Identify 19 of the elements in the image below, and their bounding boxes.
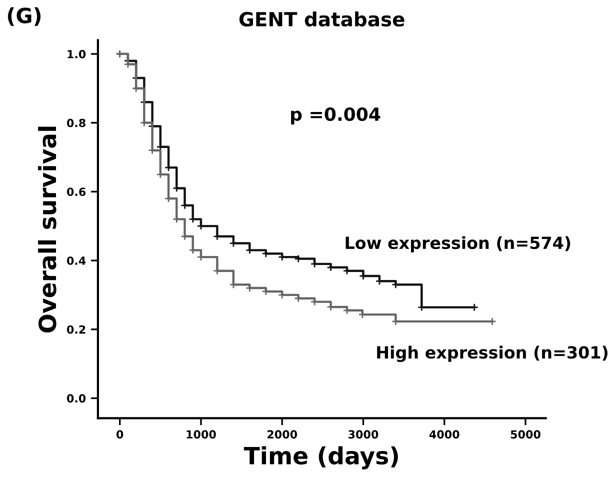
x-axis-title: Time (days) [244,446,398,470]
x-tick-label: 2000 [268,430,298,439]
y-axis-title: Overall survival [38,126,56,332]
annotation: p =0.004 [291,107,380,125]
series-label: Low expression (n=574) [346,236,570,252]
x-tick-label: 4000 [429,430,460,439]
y-tick-label: 0.4 [66,256,86,265]
y-tick-label: 0.0 [66,394,86,403]
y-tick-label: 0.8 [66,118,86,128]
x-tick-label: 5000 [510,430,540,439]
x-tick-label: 1000 [186,430,216,439]
x-tick-label: 3000 [348,430,378,439]
text: (G) [8,7,41,26]
y-tick-label: 1.0 [68,50,86,58]
x-tick-label: 0 [116,430,124,439]
y-tick-label: 0.6 [66,188,86,196]
y-tick-label: 0.2 [66,325,86,334]
chart-title: GENT database [239,12,404,27]
series-label: High expression (n=301) [377,346,608,362]
